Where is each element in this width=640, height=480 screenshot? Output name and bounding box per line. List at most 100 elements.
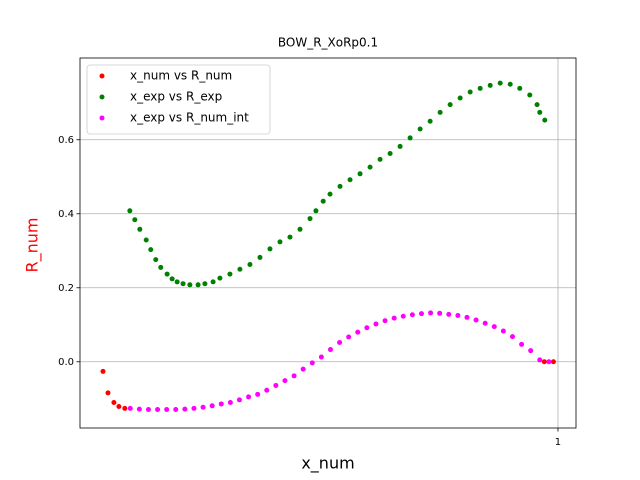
- point: [169, 276, 175, 282]
- point: [497, 80, 503, 86]
- point: [287, 234, 293, 240]
- point: [132, 217, 138, 223]
- legend-marker: [99, 94, 105, 100]
- legend-label: x_num vs R_num: [130, 69, 232, 83]
- point: [418, 311, 424, 317]
- legend-marker: [99, 115, 105, 121]
- point: [528, 348, 534, 354]
- point: [491, 324, 497, 330]
- point: [482, 320, 488, 326]
- point: [158, 264, 164, 270]
- point: [542, 117, 548, 123]
- y-tick-label: 0.4: [58, 209, 74, 220]
- point: [373, 321, 379, 327]
- point: [267, 246, 273, 252]
- point: [534, 102, 540, 108]
- point: [127, 405, 133, 411]
- point: [307, 216, 313, 222]
- point: [377, 156, 383, 162]
- point: [537, 109, 543, 115]
- point: [282, 378, 288, 384]
- point: [428, 310, 434, 316]
- point: [273, 382, 279, 388]
- point: [367, 164, 373, 170]
- point: [297, 226, 303, 232]
- y-tick-label: 0.0: [58, 357, 74, 368]
- point: [313, 208, 319, 214]
- point: [487, 82, 493, 88]
- point: [382, 318, 388, 324]
- point: [320, 198, 326, 204]
- point: [227, 271, 233, 277]
- point: [137, 226, 143, 232]
- point: [116, 404, 122, 410]
- point: [148, 247, 154, 253]
- point: [400, 313, 406, 319]
- point: [457, 95, 463, 101]
- point: [318, 354, 324, 360]
- point: [182, 406, 188, 412]
- point: [417, 126, 423, 132]
- point: [387, 150, 393, 156]
- point: [464, 314, 470, 320]
- point: [364, 325, 370, 331]
- point: [446, 311, 452, 317]
- point: [153, 257, 159, 263]
- point: [173, 407, 179, 412]
- point: [180, 281, 186, 287]
- point: [500, 328, 506, 334]
- point: [407, 135, 413, 141]
- point: [200, 404, 206, 410]
- point: [347, 177, 353, 183]
- point: [337, 340, 343, 346]
- plot-frame: [79, 57, 577, 429]
- point: [477, 85, 483, 91]
- point: [447, 102, 453, 108]
- point: [357, 171, 363, 177]
- point: [210, 279, 216, 285]
- point: [257, 254, 263, 260]
- point: [202, 281, 208, 287]
- point: [105, 390, 111, 396]
- point: [127, 208, 133, 214]
- point: [174, 279, 180, 285]
- point: [237, 266, 243, 272]
- y-tick-label: 0.6: [58, 135, 74, 146]
- y-tick-label: 0.2: [58, 283, 74, 294]
- point: [227, 399, 233, 405]
- point: [546, 359, 552, 365]
- point: [164, 407, 170, 412]
- point: [337, 183, 343, 189]
- point: [236, 397, 242, 403]
- point: [455, 313, 461, 319]
- point: [327, 191, 333, 197]
- x-tick-label: 1: [555, 437, 561, 448]
- point: [164, 271, 170, 277]
- legend-label: x_exp vs R_exp: [130, 90, 222, 104]
- point: [187, 282, 193, 288]
- point: [155, 407, 161, 412]
- point: [537, 357, 543, 363]
- point: [517, 85, 523, 91]
- point: [467, 89, 473, 95]
- point: [507, 81, 513, 87]
- point: [122, 405, 128, 411]
- point: [111, 399, 117, 405]
- point: [145, 407, 151, 412]
- point: [346, 334, 352, 340]
- legend-marker: [99, 73, 105, 79]
- point: [327, 347, 333, 353]
- point: [291, 373, 297, 379]
- point: [277, 239, 283, 245]
- point: [550, 359, 556, 365]
- point: [409, 312, 415, 318]
- point: [100, 368, 106, 374]
- point: [519, 341, 525, 347]
- point: [246, 394, 252, 400]
- point: [195, 282, 201, 288]
- point: [355, 329, 361, 335]
- point: [209, 403, 215, 409]
- point: [527, 92, 533, 98]
